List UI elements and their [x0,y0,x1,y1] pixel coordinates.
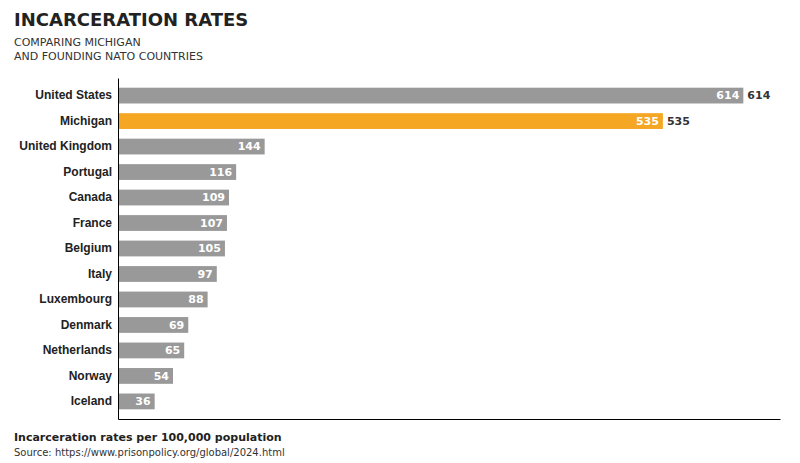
bar [118,215,227,231]
bar [118,113,663,129]
y-axis-line [118,79,119,420]
data-label-outside: 535 [667,115,690,128]
data-label: 69 [169,319,184,332]
y-tick-label: France [73,216,113,230]
data-label: 614 [716,89,739,102]
y-tick-label: United States [35,88,112,102]
data-labels: 614 535 144 116 109 107 105 97 88 69 65 5436 614 535 [135,89,770,408]
data-label: 116 [209,166,232,179]
bar [118,343,184,359]
y-tick: Denmark [61,318,118,332]
bars [118,88,743,410]
data-label: 105 [198,242,221,255]
y-tick-label: Iceland [71,394,112,408]
x-axis-line [119,419,781,420]
y-tick: Luxembourg [39,292,118,306]
y-tick: Canada [69,190,118,204]
bar [118,317,188,333]
y-tick-label: Michigan [60,114,112,128]
bar [118,394,155,410]
subtitle-line: COMPARING MICHIGAN [14,36,141,49]
y-tick: United Kingdom [19,139,118,153]
bar [118,368,173,384]
y-tick: Iceland [71,394,118,408]
y-tick: Italy [88,267,118,281]
bar [118,88,743,104]
source: Source: https://www.prisonpolicy.org/glo… [14,447,285,458]
y-tick-label: Portugal [63,165,112,179]
y-tick-label: Italy [88,267,112,281]
y-tick-label: Netherlands [43,343,113,357]
y-tick: France [73,216,118,230]
y-tick-label: Norway [69,369,113,383]
data-label: 144 [238,140,261,153]
y-tick: Norway [69,369,118,383]
y-tick: United States [35,88,118,102]
y-tick: Belgium [65,241,118,255]
plot: United States Michigan United Kingdom Portu… [19,79,780,420]
bar [118,241,225,257]
bar [118,266,217,282]
x-axis [119,419,781,420]
y-tick-label: United Kingdom [19,139,112,153]
bar [118,164,236,180]
y-tick-label: Denmark [61,318,113,332]
data-label: 97 [197,268,212,281]
y-axis: United States Michigan United Kingdom Portu… [19,79,118,420]
data-label: 88 [188,293,203,306]
y-tick: Michigan [60,114,118,128]
y-tick-label: Luxembourg [39,292,112,306]
y-tick: Portugal [63,165,118,179]
y-tick-label: Belgium [65,241,112,255]
subtitle-line: AND FOUNDING NATO COUNTRIES [14,50,203,63]
subtitle: COMPARING MICHIGANAND FOUNDING NATO COUN… [14,36,203,63]
data-label: 107 [200,217,223,230]
y-tick-label: Canada [69,190,113,204]
footnote: Incarceration rates per 100,000 populati… [14,431,282,444]
data-label: 36 [135,395,151,408]
bar [118,190,229,206]
data-label: 109 [202,191,225,204]
bar [118,292,208,308]
bar [118,139,265,155]
data-label: 54 [154,370,170,383]
chart: INCARCERATION RATES COMPARING MICHIGANAND… [0,0,800,463]
data-label: 65 [165,344,180,357]
data-label-outside: 614 [747,89,770,102]
data-label: 535 [636,115,659,128]
y-tick: Netherlands [43,343,118,357]
title: INCARCERATION RATES [14,9,248,30]
